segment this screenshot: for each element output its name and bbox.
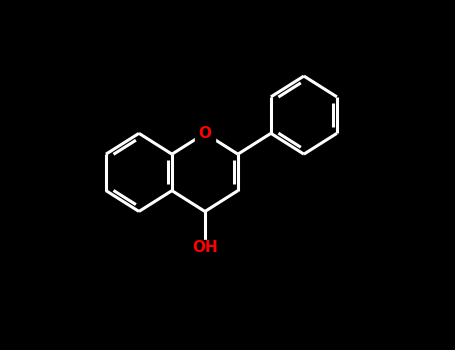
FancyBboxPatch shape [195,126,215,141]
Text: O: O [198,126,212,141]
FancyBboxPatch shape [191,240,219,256]
Text: OH: OH [192,240,218,256]
